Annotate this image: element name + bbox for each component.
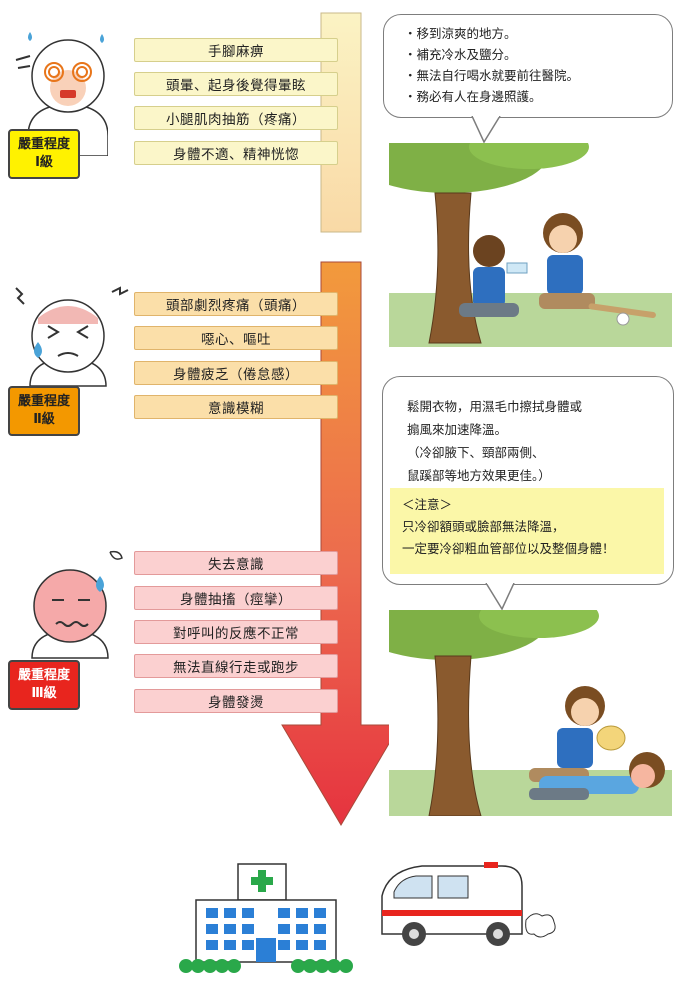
symptom-item: 身體不適、精神恍惚 — [134, 141, 338, 165]
badge-line1: 嚴重程度 — [17, 668, 70, 683]
symptom-item: 小腿肌肉抽筋（疼痛） — [134, 106, 338, 130]
symptom-item: 手腳麻痹 — [134, 38, 338, 62]
badge-line2: Ⅱ級 — [33, 412, 55, 427]
caution-line: 一定要冷卻粗血管部位以及整個身體！ — [402, 541, 615, 556]
advice-line: ・補充冷水及鹽分。 — [404, 47, 517, 62]
boy-fanning-collapsed-boy-icon — [389, 610, 672, 816]
advice-line: ・無法自行喝水就要前往醫院。 — [404, 68, 580, 83]
severity-badge-level3: 嚴重程度 Ⅲ級 — [8, 660, 80, 710]
hospital-icon — [179, 863, 353, 973]
bubble-tail — [471, 116, 501, 144]
symptom-item: 失去意識 — [134, 551, 338, 575]
advice-bubble-1: ・移到涼爽的地方。 ・補充冷水及鹽分。 ・無法自行喝水就要前往醫院。 ・務必有人… — [383, 14, 673, 118]
caution-title: ＜注意＞ — [402, 497, 453, 512]
advice-line: 鼠蹊部等地方效果更佳。） — [407, 468, 551, 483]
symptom-item: 無法直線行走或跑步 — [134, 654, 338, 678]
ambulance-icon — [381, 862, 556, 946]
bubble-tail — [485, 583, 515, 611]
advice-line: 鬆開衣物，用濕毛巾擦拭身體或 — [407, 399, 583, 414]
symptom-item: 頭暈、起身後覺得暈眩 — [134, 72, 338, 96]
unconscious-face-icon — [31, 550, 123, 659]
badge-line2: Ⅲ級 — [31, 686, 57, 701]
symptom-item: 身體發燙 — [134, 689, 338, 713]
caution-note: ＜注意＞ 只冷卻額頭或臉部無法降溫， 一定要冷卻粗血管部位以及整個身體！ — [390, 488, 664, 574]
badge-line1: 嚴重程度 — [17, 137, 70, 152]
symptom-item: 意識模糊 — [134, 395, 338, 419]
symptom-item: 對呼叫的反應不正常 — [134, 620, 338, 644]
advice-line: （冷卻腋下、頸部兩側、 — [407, 445, 545, 460]
severity-arrow-main — [281, 261, 401, 826]
advice-line: ・移到涼爽的地方。 — [404, 26, 517, 41]
symptom-item: 身體抽搐（痙攣） — [134, 586, 338, 610]
advice-line: ・務必有人在身邊照護。 — [404, 89, 542, 104]
severity-badge-level1: 嚴重程度 Ⅰ級 — [8, 129, 80, 179]
advice-line: 搧風來加速降溫。 — [407, 422, 508, 437]
symptom-item: 噁心、嘔吐 — [134, 326, 338, 350]
symptom-item: 頭部劇烈疼痛（頭痛） — [134, 292, 338, 316]
severity-badge-level2: 嚴重程度 Ⅱ級 — [8, 386, 80, 436]
symptom-item: 身體疲乏（倦怠感） — [134, 361, 338, 385]
badge-line1: 嚴重程度 — [17, 394, 70, 409]
boy-drinking-water-under-tree-icon — [389, 143, 672, 347]
caution-line: 只冷卻額頭或臉部無法降溫， — [402, 519, 565, 534]
headache-face-icon — [15, 286, 129, 387]
badge-line2: Ⅰ級 — [35, 155, 53, 170]
